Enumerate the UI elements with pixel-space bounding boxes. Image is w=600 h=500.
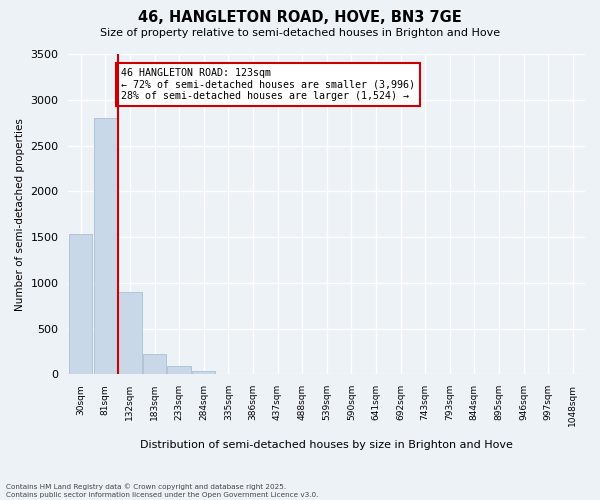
Bar xyxy=(94,118,117,374)
Text: 46 HANGLETON ROAD: 123sqm
← 72% of semi-detached houses are smaller (3,996)
28% : 46 HANGLETON ROAD: 123sqm ← 72% of semi-… xyxy=(121,68,415,101)
Bar xyxy=(143,354,166,374)
Text: Size of property relative to semi-detached houses in Brighton and Hove: Size of property relative to semi-detach… xyxy=(100,28,500,38)
Text: 46, HANGLETON ROAD, HOVE, BN3 7GE: 46, HANGLETON ROAD, HOVE, BN3 7GE xyxy=(138,10,462,25)
Y-axis label: Number of semi-detached properties: Number of semi-detached properties xyxy=(15,118,25,310)
Text: Contains HM Land Registry data © Crown copyright and database right 2025.
Contai: Contains HM Land Registry data © Crown c… xyxy=(6,484,319,498)
Bar xyxy=(167,366,191,374)
Bar xyxy=(69,234,92,374)
X-axis label: Distribution of semi-detached houses by size in Brighton and Hove: Distribution of semi-detached houses by … xyxy=(140,440,513,450)
Bar xyxy=(192,371,215,374)
Bar xyxy=(118,292,142,374)
